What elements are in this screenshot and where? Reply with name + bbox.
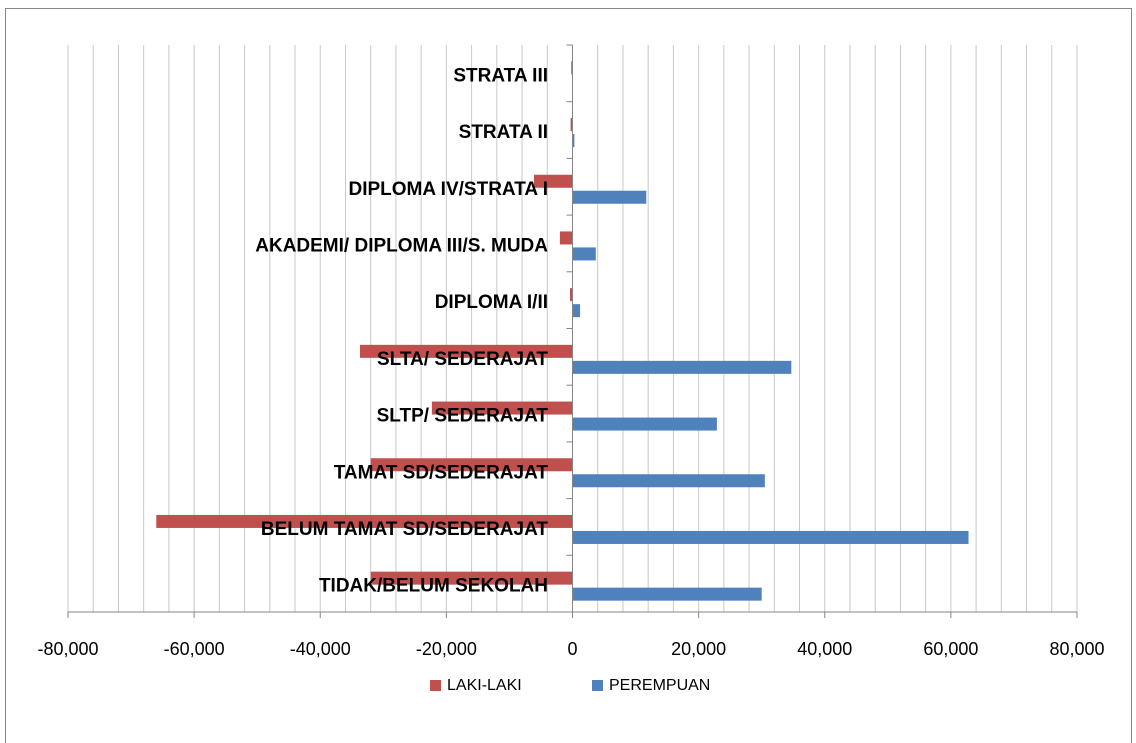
category-label: AKADEMI/ DIPLOMA III/S. MUDA [255,235,548,256]
legend-swatch [430,680,441,691]
category-label: DIPLOMA I/II [435,292,548,313]
x-tick-label: 0 [567,639,577,659]
bar [534,174,573,188]
x-tick-label: -20,000 [416,639,477,659]
x-tick-label: -40,000 [290,639,351,659]
x-tick-label: 80,000 [1049,639,1104,659]
bar [359,344,573,358]
bar [572,530,969,544]
category-label: STRATA III [453,65,548,86]
bar [572,360,792,374]
x-tick-label: 60,000 [923,639,978,659]
legend-swatch [592,680,603,691]
x-tick-label: -60,000 [164,639,225,659]
chart-frame [5,8,1132,743]
x-tick-label: 20,000 [671,639,726,659]
category-label: SLTA/ SEDERAJAT [377,349,548,370]
bar [156,514,573,528]
bar [571,61,573,75]
bar [559,231,573,245]
bar [572,304,581,318]
category-label: TAMAT SD/SEDERAJAT [334,462,549,483]
legend-label: PEREMPUAN [609,677,710,694]
bar [572,474,765,488]
x-tick-label: 40,000 [797,639,852,659]
category-label: STRATA II [459,122,548,143]
bar [572,190,647,204]
category-label: SLTP/ SEDERAJAT [377,406,549,427]
legend-label: LAKI-LAKI [447,677,522,694]
bar [370,458,573,472]
bar [572,247,596,261]
category-label: BELUM TAMAT SD/SEDERAJAT [261,519,549,540]
bar [572,587,762,601]
category-label: DIPLOMA IV/STRATA I [349,179,549,200]
bar [569,288,573,302]
bar [572,417,717,431]
bar [570,118,573,132]
bar [431,401,573,415]
bar [572,134,575,148]
x-tick-label: -80,000 [37,639,98,659]
category-label: TIDAK/BELUM SEKOLAH [319,576,548,597]
bar [370,571,573,585]
